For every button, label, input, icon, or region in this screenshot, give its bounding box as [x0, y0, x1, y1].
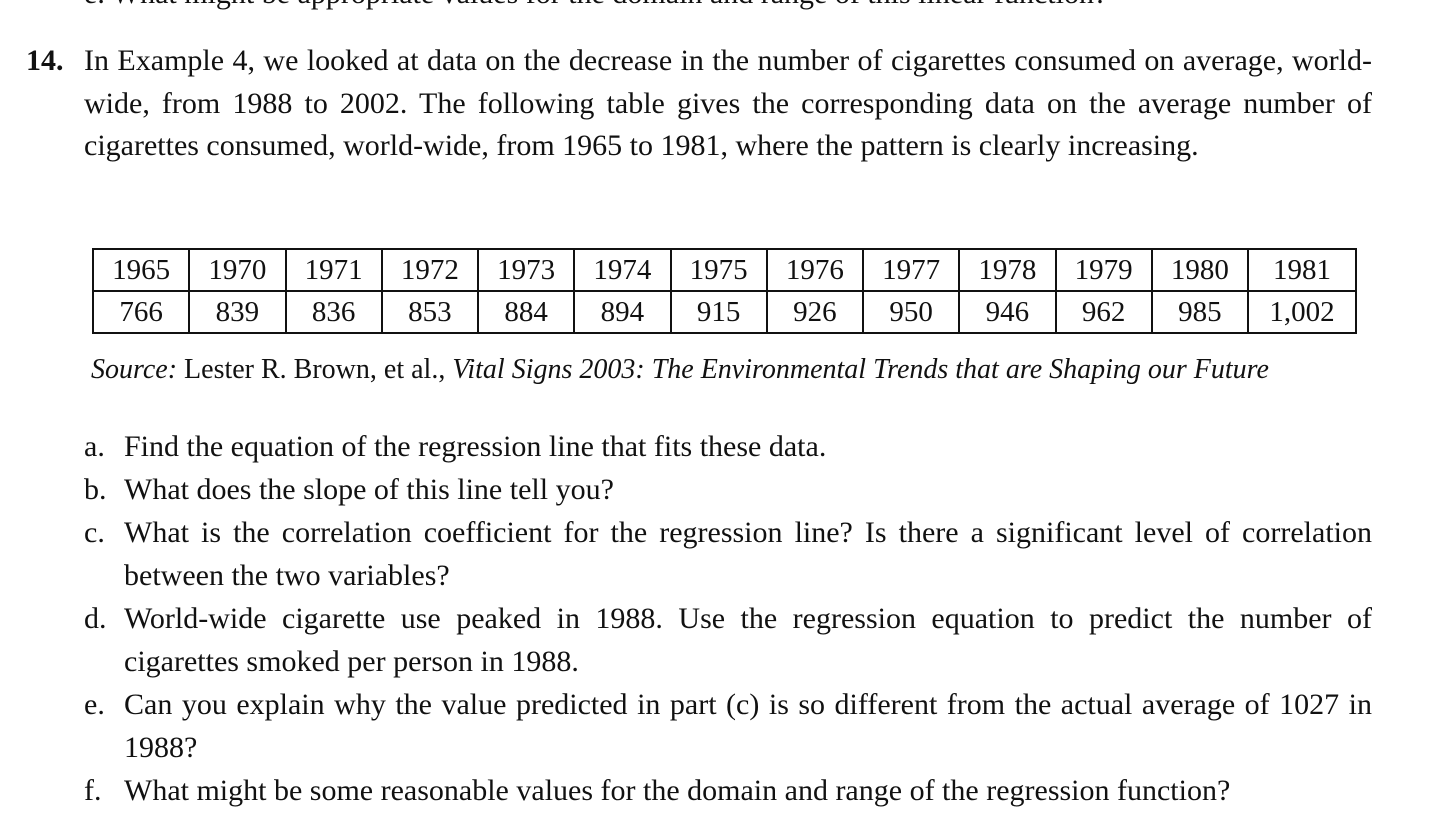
year-cell: 1971 — [284, 248, 383, 292]
year-cell: 1973 — [476, 248, 576, 292]
year-cell: 1972 — [380, 248, 480, 292]
part-letter: d. — [84, 602, 107, 635]
question-part-f: f. What might be some reasonable values … — [84, 769, 1372, 812]
source-label: Source: — [91, 354, 178, 385]
problem-14: 14. In Example 4, we looked at data on t… — [26, 40, 1372, 168]
year-cell: 1970 — [188, 248, 287, 292]
question-part-e: e. Can you explain why the value predict… — [84, 683, 1372, 769]
source-citation: Source: Lester R. Brown, et al., Vital S… — [91, 352, 1269, 388]
part-text: Can you explain why the value predicted … — [124, 688, 1372, 764]
year-cell: 1976 — [765, 248, 865, 292]
value-cell: 962 — [1054, 290, 1153, 334]
year-cell: 1965 — [91, 248, 191, 292]
value-cell: 836 — [284, 290, 383, 334]
value-cell: 1,002 — [1247, 290, 1357, 334]
part-letter: b. — [84, 473, 107, 506]
year-cell: 1978 — [958, 248, 1057, 292]
part-text: What is the correlation coefficient for … — [124, 516, 1372, 592]
question-parts: a. Find the equation of the regression l… — [84, 425, 1372, 812]
value-cell: 985 — [1150, 290, 1250, 334]
question-part-a: a. Find the equation of the regression l… — [84, 425, 1372, 468]
year-cell: 1979 — [1054, 248, 1153, 292]
value-cell: 926 — [765, 290, 865, 334]
source-title: Vital Signs 2003: The Environmental Tren… — [452, 354, 1269, 385]
cigarette-data-table: 1965 1970 1971 1972 1973 1974 1975 1976 … — [91, 248, 1357, 334]
question-part-d: d. World-wide cigarette use peaked in 19… — [84, 597, 1372, 683]
part-text: What does the slope of this line tell yo… — [124, 473, 614, 506]
year-cell: 1980 — [1150, 248, 1250, 292]
problem-statement: In Example 4, we looked at data on the d… — [84, 44, 1372, 162]
year-row: 1965 1970 1971 1972 1973 1974 1975 1976 … — [91, 248, 1357, 292]
part-letter: e. — [84, 688, 105, 721]
part-letter: f. — [84, 774, 102, 807]
part-text: Find the equation of the regression line… — [124, 430, 827, 463]
value-cell: 894 — [573, 290, 672, 334]
problem-number: 14. — [26, 44, 64, 77]
part-letter: a. — [84, 430, 105, 463]
source-authors: Lester R. Brown, et al., — [177, 354, 453, 385]
value-cell: 946 — [958, 290, 1057, 334]
previous-question-cutoff: e. What might be appropriate values for … — [84, 0, 1107, 12]
value-row: 766 839 836 853 884 894 915 926 950 946 … — [91, 290, 1357, 334]
part-letter: c. — [84, 516, 105, 549]
value-cell: 839 — [188, 290, 287, 334]
year-cell: 1975 — [669, 248, 768, 292]
value-cell: 766 — [91, 290, 191, 334]
part-text: World-wide cigarette use peaked in 1988.… — [124, 602, 1372, 678]
value-cell: 950 — [861, 290, 961, 334]
year-cell: 1974 — [573, 248, 672, 292]
value-cell: 915 — [669, 290, 768, 334]
year-cell: 1981 — [1247, 248, 1357, 292]
value-cell: 853 — [380, 290, 480, 334]
value-cell: 884 — [476, 290, 576, 334]
year-cell: 1977 — [861, 248, 961, 292]
question-part-c: c. What is the correlation coefficient f… — [84, 511, 1372, 597]
part-text: What might be some reasonable values for… — [124, 774, 1231, 807]
question-part-b: b. What does the slope of this line tell… — [84, 468, 1372, 511]
